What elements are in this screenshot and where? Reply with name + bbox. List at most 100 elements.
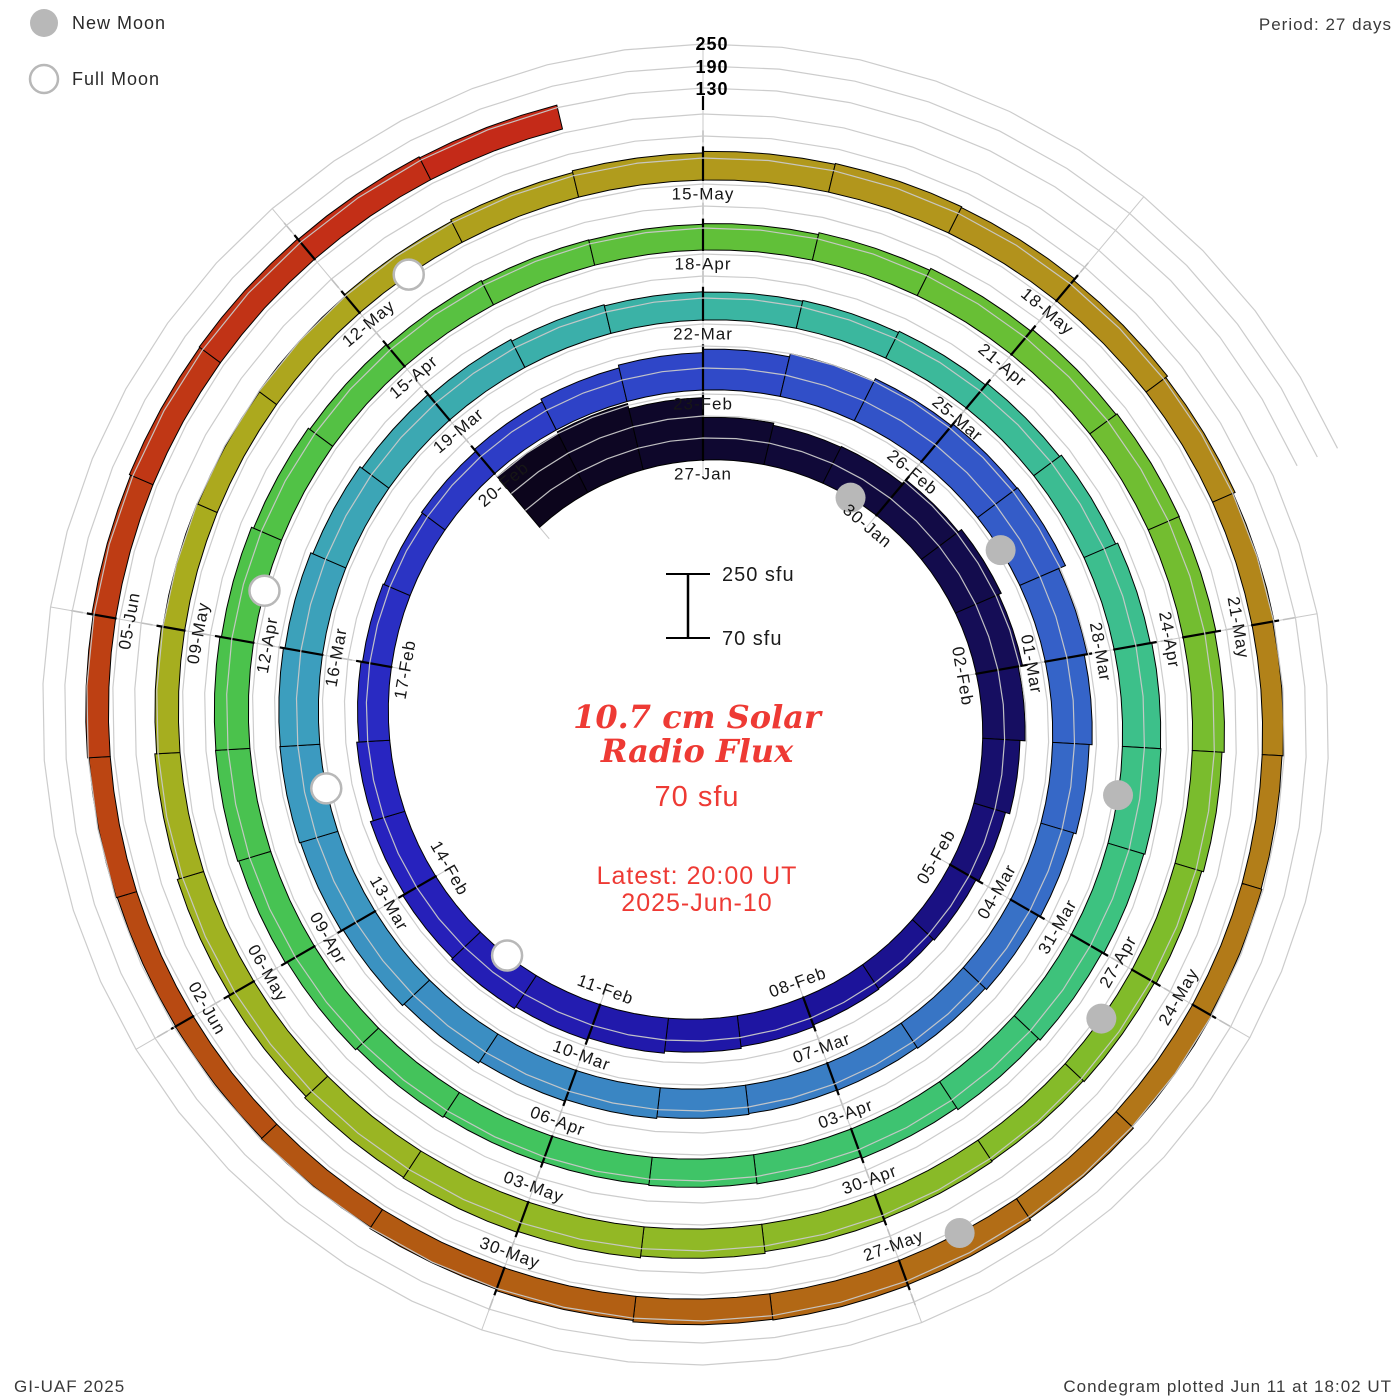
day-flux-bar (1010, 328, 1117, 435)
day-flux-bar (702, 348, 791, 397)
gap-tick (283, 222, 293, 233)
day-boundary-tick (214, 634, 255, 644)
new-moon-marker (985, 535, 1016, 566)
day-flux-bar (702, 291, 804, 329)
gap-tick (1160, 638, 1173, 643)
day-flux-bar (702, 416, 775, 466)
day-flux-bar (1174, 749, 1223, 873)
day-flux-bar (176, 870, 255, 996)
gap-tick (509, 1240, 515, 1253)
full-moon-marker (248, 574, 281, 607)
day-boundary-tick (470, 444, 497, 476)
day-boundary-tick (975, 663, 1028, 676)
date-label: 18-Apr (674, 254, 731, 273)
day-flux-bar (303, 1075, 422, 1179)
gap-tick (886, 1228, 893, 1241)
day-flux-bar (418, 104, 564, 181)
day-flux-bar (1040, 741, 1090, 835)
day-flux-bar (736, 996, 815, 1048)
day-flux-bar (252, 427, 334, 541)
day-flux-bar (938, 1014, 1040, 1111)
day-boundary-tick (562, 1069, 578, 1107)
plotted-label: Condegram plotted Jun 11 at 18:02 UT (1063, 1377, 1392, 1396)
day-boundary-tick (280, 944, 316, 967)
day-flux-bar (361, 583, 411, 668)
gap-tick (1095, 649, 1108, 654)
day-flux-bar (656, 1084, 750, 1119)
new-moon-marker (944, 1217, 975, 1248)
day-flux-bar (769, 1259, 909, 1321)
day-boundary-tick (1113, 640, 1157, 651)
gap-tick (816, 1034, 822, 1047)
day-flux-bar (91, 474, 154, 619)
flux-scale-bar: 250 sfu 70 sfu (666, 564, 795, 650)
full-moon-legend-label: Full Moon (72, 69, 160, 89)
day-flux-bar (1145, 376, 1236, 503)
day-boundary-tick (1130, 968, 1161, 988)
gap-tick (330, 278, 340, 289)
day-flux-bar (556, 402, 644, 494)
day-boundary-tick (539, 1134, 554, 1168)
day-flux-bar (900, 966, 986, 1050)
gap-tick (579, 1048, 585, 1060)
day-boundary-tick (293, 234, 317, 261)
day-flux-bar (213, 636, 255, 751)
gap-tick (460, 432, 470, 444)
day-flux-bar (197, 391, 278, 514)
gap-tick (340, 657, 353, 661)
day-flux-bar (284, 552, 347, 656)
day-flux-bar (861, 918, 934, 990)
day-boundary-tick (397, 874, 438, 899)
full-moon-marker (392, 258, 425, 291)
day-boundary-tick (493, 1266, 506, 1296)
day-flux-bar (911, 864, 977, 941)
day-flux-bar (116, 890, 194, 1028)
day-boundary-tick (1054, 274, 1079, 303)
day-flux-bar (962, 899, 1040, 991)
day-flux-bar (402, 1150, 529, 1234)
flux-gridline-130 (86, 87, 1298, 1322)
day-flux-bar (827, 162, 963, 234)
period-label: Period: 27 days (1259, 15, 1392, 34)
day-boundary-tick (382, 339, 407, 368)
day-flux-bar (916, 267, 1032, 356)
gap-tick (488, 1298, 494, 1311)
axis-label-130: 130 (695, 79, 728, 99)
scale-top-label: 250 sfu (722, 564, 795, 586)
day-flux-bar (88, 755, 138, 899)
latest-time-label: Latest: 20:00 UT (597, 862, 798, 890)
day-boundary-tick (584, 1003, 602, 1045)
day-boundary-tick (1181, 629, 1222, 639)
axis-label-250: 250 (695, 34, 728, 54)
gap-tick (1219, 1019, 1231, 1027)
scale-bottom-label: 70 sfu (722, 628, 782, 650)
gap-tick (262, 643, 275, 648)
day-flux-bar (1070, 842, 1145, 955)
day-flux-bar (154, 751, 205, 880)
day-flux-bar (278, 647, 323, 748)
full-moon-marker (490, 939, 524, 972)
day-flux-bar (663, 1015, 742, 1053)
center-annotation: 10.7 cm Solar Radio Flux 70 sfu Latest: … (573, 698, 823, 917)
day-flux-bar (297, 156, 432, 260)
gap-tick (864, 1166, 870, 1179)
gap-tick (1282, 616, 1295, 621)
day-flux-bar (753, 1128, 862, 1185)
gap-tick (156, 1030, 169, 1038)
day-flux-bar (356, 1027, 460, 1118)
flux-gridline-250 (42, 43, 1339, 1366)
new-moon-marker (1103, 780, 1134, 811)
day-flux-bar (369, 1208, 505, 1290)
day-flux-bar (357, 661, 392, 743)
day-boundary-tick (919, 419, 958, 464)
moon-markers (248, 258, 1134, 1248)
day-boundary-tick (156, 624, 186, 632)
new-moon-legend-label: New Moon (72, 13, 166, 33)
date-label: 15-May (672, 184, 735, 203)
day-flux-bar (587, 1004, 669, 1054)
day-boundary-tick (1044, 652, 1093, 663)
date-label: 22-Mar (673, 324, 733, 343)
day-flux-bar (1044, 654, 1093, 746)
